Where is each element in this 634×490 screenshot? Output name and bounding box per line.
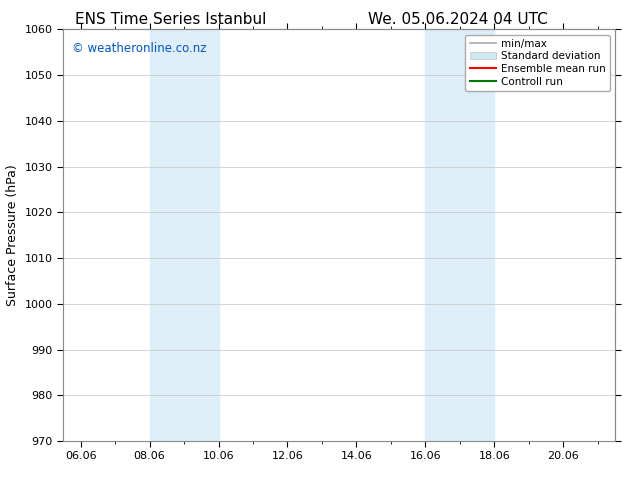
- Y-axis label: Surface Pressure (hPa): Surface Pressure (hPa): [6, 164, 19, 306]
- Bar: [150, 29, 219, 441]
- Text: ENS Time Series Istanbul: ENS Time Series Istanbul: [75, 12, 266, 27]
- Bar: [425, 29, 495, 441]
- Legend: min/max, Standard deviation, Ensemble mean run, Controll run: min/max, Standard deviation, Ensemble me…: [465, 35, 610, 91]
- Text: We. 05.06.2024 04 UTC: We. 05.06.2024 04 UTC: [368, 12, 548, 27]
- Text: © weatheronline.co.nz: © weatheronline.co.nz: [72, 42, 206, 55]
